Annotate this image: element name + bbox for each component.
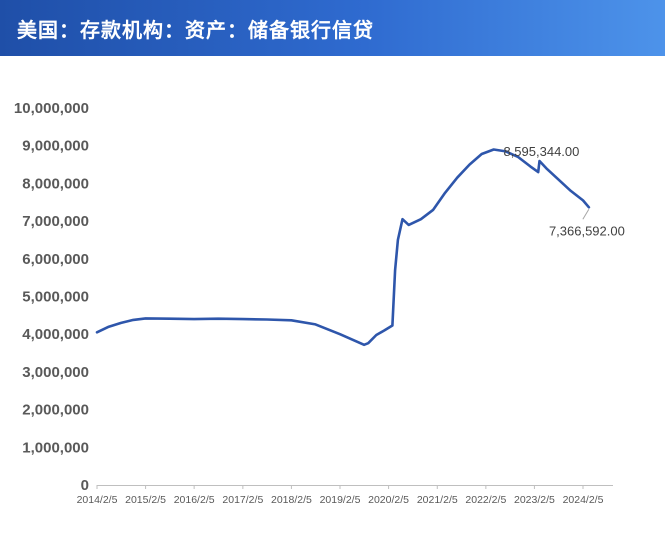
y-tick-label: 1,000,000 (22, 439, 89, 456)
line-chart: 10,000,000 9,000,000 8,000,000 7,000,000 6,0… (14, 100, 625, 506)
data-label-leader (582, 209, 590, 220)
x-tick-label: 2021/2/5 (417, 494, 458, 506)
x-tick-label: 2017/2/5 (222, 494, 263, 506)
y-tick-label: 10,000,000 (14, 100, 89, 117)
y-tick-label: 5,000,000 (22, 289, 89, 306)
x-tick-label: 2016/2/5 (174, 494, 215, 506)
y-tick-label: 9,000,000 (22, 138, 89, 155)
x-tick-label: 2020/2/5 (368, 494, 409, 506)
y-tick-label: 6,000,000 (22, 251, 89, 268)
y-tick-label: 2,000,000 (22, 402, 89, 419)
x-tick-label: 2018/2/5 (271, 494, 312, 506)
y-tick-label: 0 (81, 477, 89, 494)
y-tick-label: 8,000,000 (22, 175, 89, 192)
x-tick-label: 2023/2/5 (514, 494, 555, 506)
x-tick-label: 2022/2/5 (465, 494, 506, 506)
x-tick-label: 2015/2/5 (125, 494, 166, 506)
series-line-0 (95, 148, 591, 347)
data-label-peak: 8,595,344.00 (503, 144, 579, 159)
chart-area: 10,000,000 9,000,000 8,000,000 7,000,000 6,0… (0, 56, 665, 552)
data-label-latest: 7,366,592.00 (549, 223, 625, 238)
x-tick-label: 2024/2/5 (563, 494, 604, 506)
header-bar: 美国：存款机构：资产：储备银行信贷 (0, 0, 665, 56)
x-tick-label: 2019/2/5 (320, 494, 361, 506)
y-tick-label: 7,000,000 (22, 213, 89, 230)
y-tick-label: 4,000,000 (22, 326, 89, 343)
y-tick-label: 3,000,000 (22, 364, 89, 381)
x-tick-label: 2014/2/5 (77, 494, 118, 506)
page-title: 美国：存款机构：资产：储备银行信贷 (17, 18, 374, 42)
